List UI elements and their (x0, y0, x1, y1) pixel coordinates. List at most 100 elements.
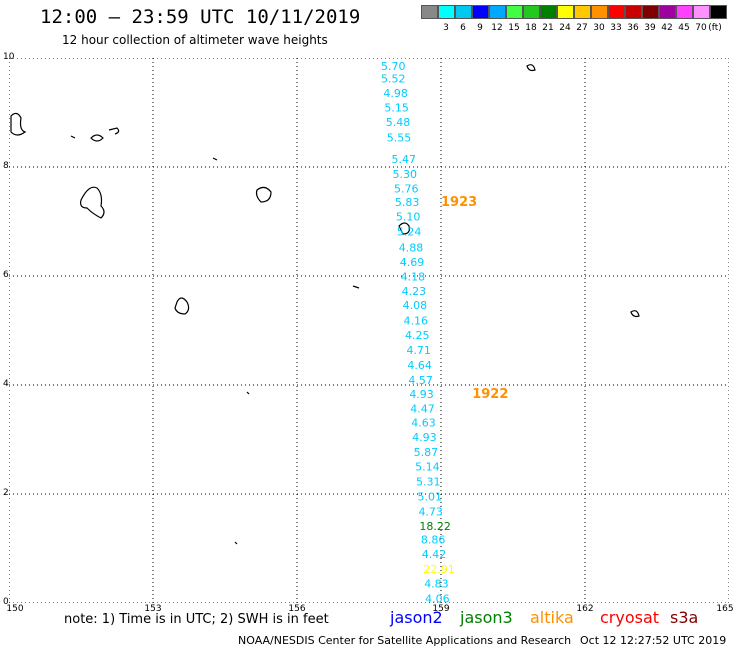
wave-height-value: 4.83 (424, 578, 449, 591)
island-outline (234, 541, 238, 545)
wave-height-value: 5.76 (394, 183, 419, 196)
wave-height-value: 5.31 (416, 475, 441, 488)
wave-height-value: 4.71 (406, 344, 431, 357)
wave-height-value: 5.24 (397, 226, 422, 239)
measurement-points: 5.705.524.985.15 5.48 5.55 5.47 5.30 5.765.83… (381, 60, 455, 603)
island-outline (90, 134, 104, 142)
color-scale-label: 3 (443, 23, 449, 33)
x-tick-label: 159 (432, 604, 450, 614)
color-swatch (540, 5, 557, 19)
wave-height-value: 5.14 (415, 461, 440, 474)
color-swatch (642, 5, 659, 19)
satellite-label-cryosat: cryosat (600, 608, 660, 627)
color-scale-label: 39 (644, 23, 656, 33)
wave-height-value: 4.98 (383, 87, 408, 100)
color-swatch (608, 5, 625, 19)
credit-line: NOAA/NESDIS Center for Satellite Applica… (238, 634, 572, 647)
wave-height-value: 4.69 (400, 256, 425, 269)
color-scale-label: 15 (508, 23, 520, 33)
color-swatch (438, 5, 455, 19)
island-outline (10, 112, 27, 136)
wave-height-map: 5.705.524.985.15 5.48 5.55 5.47 5.30 5.765.83… (9, 58, 729, 603)
wave-height-value: 5.48 (386, 116, 411, 129)
color-scale-label: 27 (576, 23, 588, 33)
color-swatch (659, 5, 676, 19)
wave-height-value: 5.30 (393, 168, 418, 181)
wave-height-value: 5.15 (384, 101, 409, 114)
x-tick-label: 150 (6, 604, 24, 614)
color-swatch (489, 5, 506, 19)
page-title: 12:00 – 23:59 UTC 10/11/2019 (40, 6, 361, 28)
wave-height-value: 5.70 (381, 60, 406, 73)
island-outline (398, 222, 410, 235)
island-outline (630, 310, 640, 318)
color-swatch (506, 5, 523, 19)
color-scale-label: 70 (695, 23, 707, 33)
wave-height-value: 4.73 (418, 505, 443, 518)
satellite-label-jason3: jason3 (460, 608, 513, 627)
color-swatch (472, 5, 489, 19)
color-scale-label: 45 (678, 23, 690, 33)
wave-height-value: 4.57 (408, 374, 433, 387)
wave-height-value: 4.63 (411, 416, 436, 429)
pass-time-label: 1922 (472, 387, 508, 402)
color-swatch (523, 5, 540, 19)
wave-height-value: 5.83 (395, 196, 420, 209)
satellite-label-altika: altika (530, 608, 574, 627)
island-outline (108, 127, 120, 135)
color-swatch (574, 5, 591, 19)
y-tick-label: 10 (3, 52, 15, 62)
x-tick-label: 156 (288, 604, 306, 614)
wave-height-value: 5.01 (417, 491, 442, 504)
island-outline (255, 186, 272, 203)
color-scale-label: 33 (610, 23, 622, 33)
wave-height-value: 4.25 (405, 329, 430, 342)
color-scale-label: 24 (559, 23, 571, 33)
color-scale-label: 6 (460, 23, 466, 33)
y-tick-label: 0 (3, 597, 9, 607)
wave-height-value: 5.10 (396, 210, 421, 223)
wave-height-value: 8.86 (421, 534, 446, 547)
color-scale-unit: (ft) (708, 23, 722, 33)
color-scale-label: 36 (627, 23, 639, 33)
color-swatch (693, 5, 710, 19)
wave-height-value: 5.47 (392, 153, 417, 166)
wave-height-value: 18.22 (419, 520, 451, 533)
wave-height-value: 4.06 (425, 592, 450, 603)
x-tick-label: 153 (144, 604, 162, 614)
x-tick-label: 162 (576, 604, 594, 614)
color-swatch (421, 5, 438, 19)
color-scale-label: 42 (661, 23, 673, 33)
wave-height-value: 4.64 (407, 359, 432, 372)
wave-height-value: 22.91 (423, 563, 455, 576)
color-swatch (591, 5, 608, 19)
y-tick-label: 6 (3, 270, 9, 280)
generated-timestamp: Oct 12 12:27:52 UTC 2019 (580, 634, 727, 647)
color-swatch (625, 5, 642, 19)
color-scale-label: 18 (525, 23, 537, 33)
coastline-outlines (10, 64, 640, 545)
satellite-label-jason2: jason2 (390, 608, 443, 627)
wave-height-value: 4.93 (412, 431, 437, 444)
pass-time-labels: 1923192219211920 (441, 195, 508, 402)
island-outline (246, 391, 250, 395)
pass-time-label: 1923 (441, 195, 477, 210)
wave-height-value: 5.87 (414, 446, 439, 459)
color-swatch (710, 5, 727, 19)
wave-height-value: 4.47 (410, 402, 435, 415)
y-tick-label: 8 (3, 161, 9, 171)
wave-height-value: 5.52 (381, 73, 406, 86)
footer-note: note: 1) Time is in UTC; 2) SWH is in fe… (64, 612, 329, 627)
y-tick-label: 2 (3, 488, 9, 498)
color-swatch (557, 5, 574, 19)
grid-lines (9, 58, 729, 603)
wave-height-value: 5.55 (387, 131, 412, 144)
island-outline (212, 157, 218, 161)
color-scale-label: 30 (593, 23, 605, 33)
wave-height-value: 4.88 (399, 241, 424, 254)
color-scale-label: 9 (477, 23, 483, 33)
wave-height-value: 4.16 (404, 315, 429, 328)
island-outline (80, 186, 105, 219)
wave-height-value: 4.42 (422, 548, 447, 561)
island-outline (526, 64, 536, 72)
